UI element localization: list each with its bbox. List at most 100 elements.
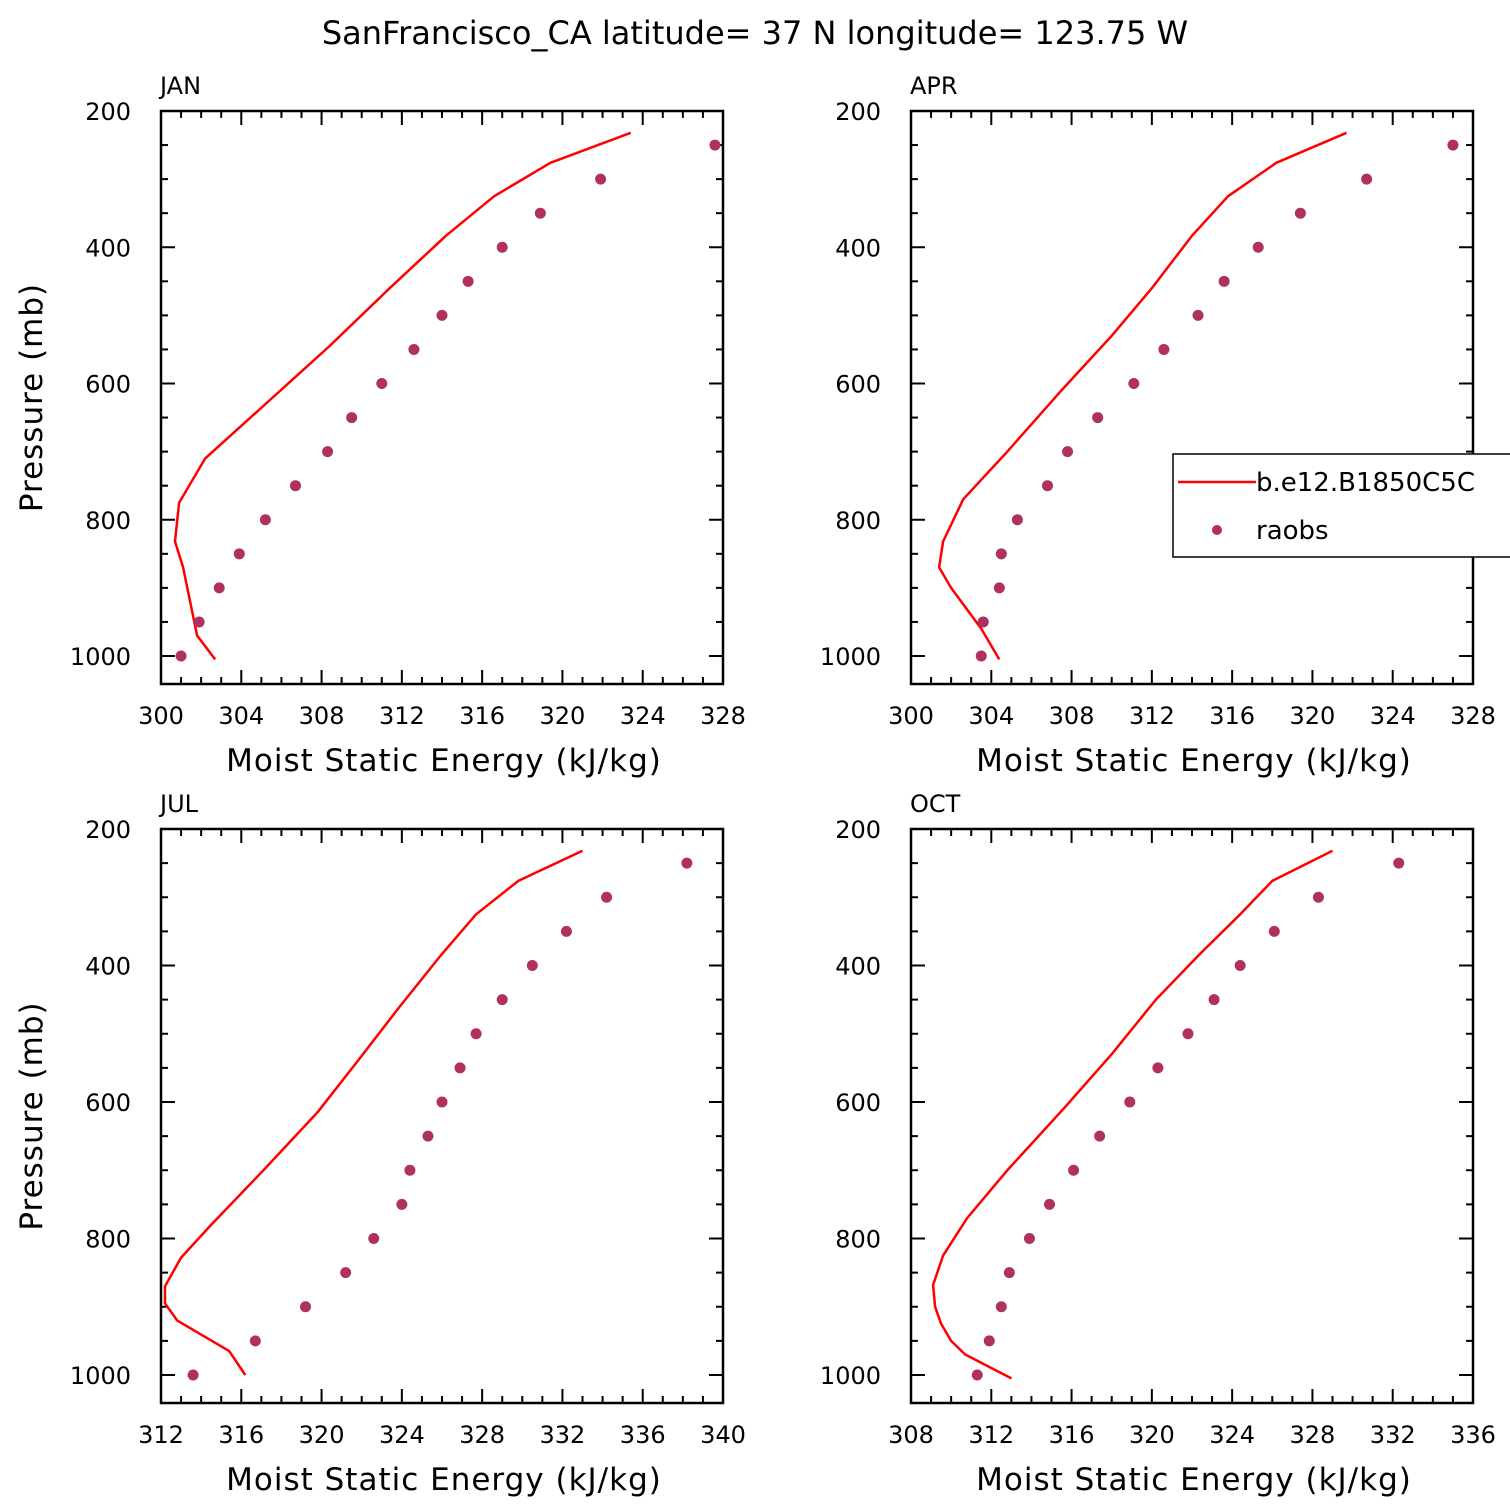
raobs-point	[601, 891, 613, 903]
raobs-point	[975, 650, 987, 662]
x-tick-label: 336	[620, 1421, 666, 1449]
x-tick-label: 316	[1049, 1421, 1095, 1449]
x-axis-label: Moist Static Energy (kJ/kg)	[976, 743, 1412, 779]
legend: b.e12.B1850C5C raobs	[1172, 453, 1510, 558]
y-tick-label: 1000	[820, 643, 881, 671]
x-tick-label: 316	[1209, 702, 1255, 730]
raobs-point	[560, 925, 572, 937]
y-tick-label: 600	[835, 1089, 881, 1117]
panels: 300 304 308 312 316 320 324 328 200 400 600 800 1000…	[14, 72, 1496, 1498]
raobs-point	[1361, 173, 1373, 185]
y-tick-label: 800	[85, 1226, 131, 1254]
raobs-point	[526, 960, 538, 971]
raobs-point	[1208, 994, 1220, 1006]
x-tick-label: 304	[968, 702, 1014, 730]
x-tick-label: 304	[218, 702, 264, 730]
y-tick-label: 600	[835, 371, 881, 399]
raobs-point	[340, 1267, 352, 1279]
x-tick-label: 324	[1370, 702, 1416, 730]
raobs-point	[408, 343, 420, 355]
raobs-point	[233, 548, 245, 560]
y-tick-label: 200	[85, 98, 131, 126]
panel-apr: 300 304 308 312 316 320 324 328 200 400 600 800 1000…	[820, 72, 1496, 779]
raobs-point	[1268, 925, 1280, 937]
raobs-point	[1041, 480, 1053, 492]
panel-jul: 312 316 320 324 328 332 336 340 200 400 600 800 1000…	[14, 790, 746, 1498]
panel-label: APR	[910, 72, 958, 100]
x-tick-label: 324	[1209, 1421, 1255, 1449]
x-tick-label: 312	[968, 1421, 1014, 1449]
raobs-point	[1011, 514, 1023, 526]
raobs-point	[346, 412, 358, 424]
raobs-point	[709, 139, 721, 151]
x-tick-label: 328	[1450, 702, 1496, 730]
y-tick-label: 1000	[70, 1362, 131, 1390]
raobs-point	[1152, 1062, 1164, 1074]
raobs-point	[1312, 891, 1324, 903]
legend-box	[1172, 453, 1510, 558]
raobs-point	[977, 616, 989, 628]
model-profile-line	[173, 131, 632, 661]
raobs-point	[1393, 857, 1405, 869]
x-tick-label: 332	[540, 1421, 586, 1449]
raobs-point	[1158, 343, 1170, 355]
raobs-point	[436, 1096, 448, 1108]
raobs-point	[1182, 1028, 1194, 1040]
figure-title: SanFrancisco_CA latitude= 37 N longitude…	[322, 14, 1188, 52]
legend-obs-marker	[1212, 525, 1222, 535]
y-tick-label: 1000	[70, 643, 131, 671]
raobs-point	[436, 309, 448, 321]
y-axis-label: Pressure (mb)	[14, 1001, 50, 1230]
x-tick-label: 328	[1290, 1421, 1336, 1449]
y-tick-label: 200	[85, 816, 131, 844]
y-tick-label: 400	[835, 953, 881, 981]
x-tick-label: 320	[299, 1421, 345, 1449]
x-tick-label: 328	[459, 1421, 505, 1449]
raobs-point	[1062, 446, 1074, 458]
raobs-point	[595, 173, 607, 185]
x-tick-label: 308	[888, 1421, 934, 1449]
panel-jan: 300 304 308 312 316 320 324 328 200 400 600 800 1000…	[14, 72, 746, 779]
legend-model-label: b.e12.B1850C5C	[1256, 468, 1475, 498]
x-tick-label: 308	[1049, 702, 1095, 730]
model-profile-line	[163, 849, 584, 1376]
raobs-point	[454, 1062, 466, 1074]
raobs-point	[496, 994, 508, 1006]
x-axis-label: Moist Static Energy (kJ/kg)	[226, 743, 662, 779]
panel-label: JAN	[158, 72, 201, 100]
y-tick-label: 400	[85, 953, 131, 981]
y-tick-label: 800	[85, 507, 131, 535]
x-tick-label: 328	[700, 702, 746, 730]
raobs-point	[376, 378, 388, 389]
raobs-point	[187, 1369, 199, 1381]
x-tick-label: 300	[888, 702, 934, 730]
raobs-point	[368, 1233, 380, 1244]
raobs-point	[1128, 378, 1140, 389]
raobs-point	[1094, 1130, 1106, 1142]
x-tick-label: 336	[1450, 1421, 1496, 1449]
raobs-point	[422, 1130, 434, 1142]
x-tick-label: 308	[299, 702, 345, 730]
raobs-point	[322, 446, 334, 458]
raobs-point	[995, 1301, 1007, 1313]
y-tick-label: 600	[85, 1089, 131, 1117]
raobs-point	[1447, 139, 1459, 151]
panel-oct: 308 312 316 320 324 328 332 336 200 400 600 800 1000…	[820, 790, 1496, 1498]
y-axis-label: Pressure (mb)	[14, 283, 50, 512]
x-tick-label: 312	[1129, 702, 1175, 730]
x-axis-label: Moist Static Energy (kJ/kg)	[226, 1462, 662, 1498]
raobs-point	[1234, 960, 1246, 971]
raobs-point	[289, 480, 301, 492]
y-tick-label: 200	[835, 816, 881, 844]
raobs-point	[1023, 1233, 1035, 1244]
panel-label: OCT	[910, 790, 961, 818]
raobs-point	[396, 1198, 408, 1210]
x-tick-label: 320	[540, 702, 586, 730]
y-tick-label: 200	[835, 98, 881, 126]
y-tick-label: 400	[835, 234, 881, 262]
x-axis-label: Moist Static Energy (kJ/kg)	[976, 1462, 1412, 1498]
y-tick-label: 600	[85, 371, 131, 399]
x-tick-label: 340	[700, 1421, 746, 1449]
model-profile-line	[931, 849, 1334, 1380]
x-tick-label: 312	[379, 702, 425, 730]
